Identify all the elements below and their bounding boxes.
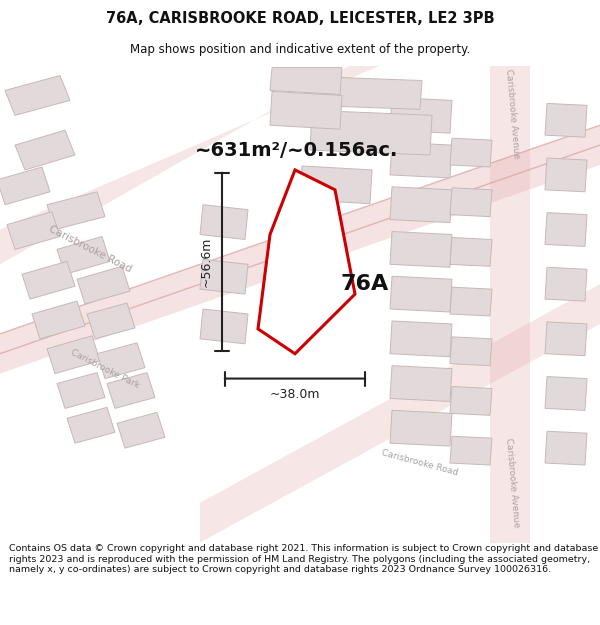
Polygon shape <box>450 436 492 465</box>
Text: Carisbrooke Park: Carisbrooke Park <box>69 348 141 390</box>
Polygon shape <box>390 187 452 222</box>
Text: Carisbrooke Avenue: Carisbrooke Avenue <box>503 68 520 159</box>
Text: 76A: 76A <box>340 274 388 294</box>
Polygon shape <box>107 372 155 408</box>
Text: Carisbrooke Road: Carisbrooke Road <box>47 224 133 274</box>
Polygon shape <box>545 322 587 356</box>
Polygon shape <box>15 130 75 170</box>
Polygon shape <box>77 266 130 304</box>
Polygon shape <box>545 431 587 465</box>
Polygon shape <box>390 231 452 268</box>
Polygon shape <box>310 76 422 109</box>
Text: ~631m²/~0.156ac.: ~631m²/~0.156ac. <box>195 141 398 159</box>
Text: Map shows position and indicative extent of the property.: Map shows position and indicative extent… <box>130 42 470 56</box>
Polygon shape <box>5 76 70 115</box>
Polygon shape <box>87 303 135 339</box>
Polygon shape <box>0 167 50 205</box>
Polygon shape <box>390 411 452 446</box>
Text: Carisbrooke Avenue: Carisbrooke Avenue <box>503 438 520 528</box>
Polygon shape <box>200 205 248 239</box>
Text: 76A, CARISBROOKE ROAD, LEICESTER, LE2 3PB: 76A, CARISBROOKE ROAD, LEICESTER, LE2 3P… <box>106 11 494 26</box>
Text: Contains OS data © Crown copyright and database right 2021. This information is : Contains OS data © Crown copyright and d… <box>9 544 598 574</box>
Polygon shape <box>450 386 492 416</box>
Polygon shape <box>450 337 492 366</box>
Polygon shape <box>67 408 115 443</box>
Polygon shape <box>545 268 587 301</box>
Polygon shape <box>390 366 452 401</box>
Polygon shape <box>390 276 452 312</box>
Polygon shape <box>390 98 452 133</box>
Text: ~38.0m: ~38.0m <box>270 388 320 401</box>
Polygon shape <box>450 287 492 316</box>
Polygon shape <box>57 236 110 274</box>
Polygon shape <box>300 166 372 204</box>
Polygon shape <box>200 309 248 344</box>
Text: ~56.6m: ~56.6m <box>199 237 212 287</box>
Polygon shape <box>450 238 492 266</box>
Polygon shape <box>270 68 342 94</box>
Polygon shape <box>545 103 587 137</box>
Polygon shape <box>22 261 75 299</box>
Polygon shape <box>7 212 60 249</box>
Polygon shape <box>117 412 165 448</box>
Polygon shape <box>200 284 600 542</box>
Polygon shape <box>97 342 145 379</box>
Polygon shape <box>450 138 492 167</box>
Polygon shape <box>270 91 342 129</box>
Polygon shape <box>310 111 432 155</box>
Polygon shape <box>390 142 452 178</box>
Polygon shape <box>0 125 600 374</box>
Polygon shape <box>0 66 380 264</box>
Polygon shape <box>200 259 248 294</box>
Polygon shape <box>545 158 587 192</box>
Text: Carisbrooke Road: Carisbrooke Road <box>380 449 460 478</box>
Polygon shape <box>545 377 587 411</box>
Polygon shape <box>47 336 100 374</box>
Polygon shape <box>32 301 85 339</box>
Polygon shape <box>47 192 105 229</box>
Polygon shape <box>57 372 105 408</box>
Polygon shape <box>490 66 530 542</box>
Polygon shape <box>390 321 452 357</box>
Polygon shape <box>258 170 355 354</box>
Polygon shape <box>545 213 587 246</box>
Polygon shape <box>450 188 492 217</box>
